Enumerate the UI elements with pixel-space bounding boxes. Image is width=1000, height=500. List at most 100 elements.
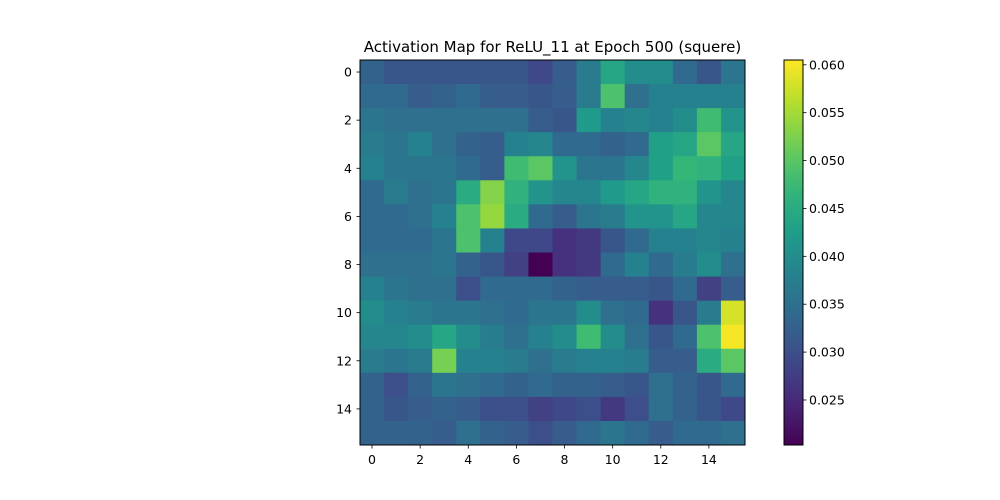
heatmap-cell <box>672 60 698 85</box>
heatmap-cell <box>384 348 409 374</box>
colorbar-tick-label: 0.025 <box>809 392 845 407</box>
heatmap-cell <box>600 420 626 446</box>
heatmap-cell <box>576 348 602 374</box>
x-tick-label: 10 <box>605 452 621 467</box>
heatmap-cell <box>648 84 674 109</box>
heatmap-cell <box>360 204 385 229</box>
heatmap-cell <box>600 60 626 85</box>
heatmap-cell <box>432 396 457 422</box>
heatmap-cell <box>456 372 481 398</box>
heatmap-cell <box>408 420 433 446</box>
y-tick-label: 12 <box>336 353 352 368</box>
heatmap-cell <box>600 108 626 133</box>
heatmap-cell <box>432 180 457 205</box>
heatmap-cell <box>576 180 602 205</box>
heatmap-cell <box>504 204 529 229</box>
heatmap-cell <box>624 204 650 229</box>
colorbar-tick-label: 0.055 <box>809 105 845 120</box>
heatmap-cell <box>552 228 577 253</box>
heatmap-cell <box>696 156 722 181</box>
heatmap-cell <box>432 372 457 398</box>
heatmap-cell <box>384 300 409 326</box>
colorbar-frame <box>783 59 804 446</box>
colorbar-axis: 0.025 0.030 0.035 0.040 0.045 0.050 0.055 0.060 <box>803 57 845 407</box>
heatmap-cell <box>552 132 577 157</box>
heatmap-cell <box>384 252 409 277</box>
heatmap-cell <box>408 324 433 350</box>
heatmap-cell <box>696 252 722 277</box>
heatmap-cell <box>528 396 553 422</box>
heatmap-cell <box>360 108 385 133</box>
heatmap-cell <box>528 348 553 374</box>
heatmap-cell <box>432 132 457 157</box>
heatmap-cell <box>624 180 650 205</box>
heatmap-cell <box>672 420 698 446</box>
heatmap-cell <box>480 228 505 253</box>
y-tick-label: 0 <box>344 65 352 80</box>
heatmap-cell <box>624 372 650 398</box>
x-tick-label: 2 <box>416 452 424 467</box>
heatmap-cell <box>480 348 505 374</box>
heatmap-cell <box>504 396 529 422</box>
heatmap-cell <box>528 156 553 181</box>
heatmap-cell <box>384 276 409 302</box>
colorbar-tick-label: 0.040 <box>809 249 845 264</box>
heatmap-cell <box>360 180 385 205</box>
heatmap-cell <box>696 108 722 133</box>
heatmap-cell <box>600 372 626 398</box>
x-tick-label: 12 <box>653 452 669 467</box>
heatmap-cell <box>648 204 674 229</box>
heatmap-cell <box>576 300 602 326</box>
heatmap-cell <box>600 204 626 229</box>
heatmap-cell <box>456 132 481 157</box>
heatmap-cell <box>624 228 650 253</box>
heatmap-cell <box>720 348 746 374</box>
heatmap-cell <box>600 180 626 205</box>
heatmap-cell <box>624 396 650 422</box>
heatmap-cell <box>600 132 626 157</box>
heatmap-cell <box>624 276 650 302</box>
heatmap-cell <box>408 396 433 422</box>
x-tick-label: 14 <box>701 452 717 467</box>
colorbar-tick-label: 0.050 <box>809 153 845 168</box>
heatmap-cell <box>528 132 553 157</box>
heatmap-cell <box>384 372 409 398</box>
heatmap-cell <box>648 228 674 253</box>
heatmap-cell <box>384 420 409 446</box>
heatmap-cell <box>360 348 385 374</box>
heatmap-cell <box>672 228 698 253</box>
heatmap-cell <box>408 204 433 229</box>
heatmap-cell <box>408 132 433 157</box>
heatmap-cell <box>696 348 722 374</box>
heatmap-cell <box>480 324 505 350</box>
heatmap-cell <box>384 84 409 109</box>
heatmap-cell <box>480 300 505 326</box>
heatmap-cell <box>528 228 553 253</box>
heatmap-cell <box>624 156 650 181</box>
heatmap-cell <box>672 204 698 229</box>
heatmap-cell <box>720 324 746 350</box>
heatmap-cell <box>720 300 746 326</box>
heatmap-cell <box>504 156 529 181</box>
heatmap-cell <box>720 84 746 109</box>
heatmap-cell <box>720 132 746 157</box>
heatmap-cell <box>360 276 385 302</box>
heatmap-cell <box>528 180 553 205</box>
heatmap-cell <box>720 420 746 446</box>
heatmap-cell <box>720 396 746 422</box>
heatmap-cell <box>672 132 698 157</box>
heatmap-cell <box>480 132 505 157</box>
heatmap-cell <box>576 420 602 446</box>
heatmap-cell <box>648 348 674 374</box>
heatmap-cell <box>528 300 553 326</box>
heatmap-cell <box>672 84 698 109</box>
heatmap-cell <box>600 348 626 374</box>
heatmap-cell <box>408 348 433 374</box>
heatmap-cell <box>432 324 457 350</box>
colorbar-tick-label: 0.030 <box>809 345 845 360</box>
y-axis: 0 2 4 6 8 10 12 14 <box>336 65 360 416</box>
heatmap-cell <box>696 204 722 229</box>
heatmap-cell <box>696 276 722 302</box>
heatmap-cell <box>360 300 385 326</box>
heatmap-cell <box>552 324 577 350</box>
